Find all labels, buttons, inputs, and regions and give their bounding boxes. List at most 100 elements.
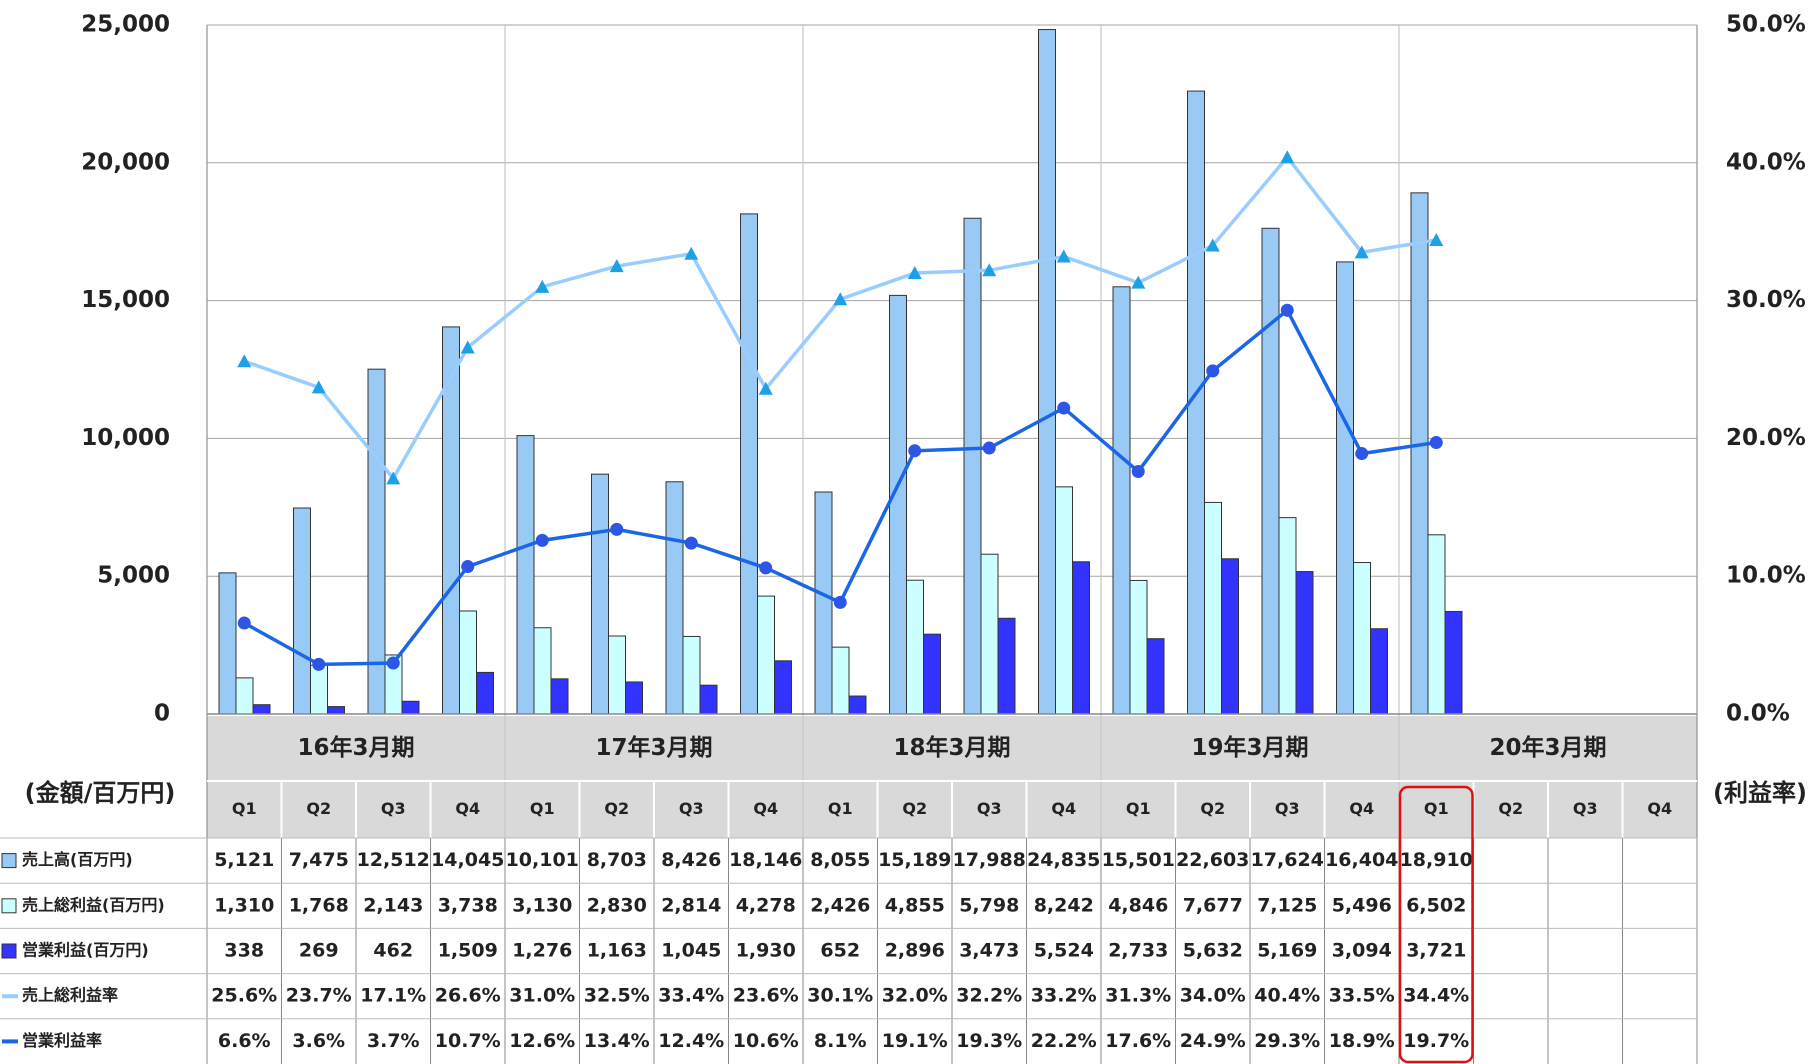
bar <box>740 213 758 715</box>
line-marker <box>1206 364 1220 378</box>
bar <box>252 704 271 715</box>
data-label: 1,045 <box>661 940 721 962</box>
data-label: 3,130 <box>512 894 572 916</box>
bar <box>1055 486 1073 715</box>
data-label: 338 <box>224 940 264 962</box>
line-marker <box>237 616 251 630</box>
bar <box>889 294 907 715</box>
x-tick-label: Q4 <box>753 799 778 818</box>
data-label: 2,426 <box>810 894 870 916</box>
data-label: 7,125 <box>1257 894 1317 916</box>
line-series <box>243 154 1437 482</box>
period-label: 19年3月期 <box>1191 734 1308 761</box>
y-axis-label: (金額/百万円) <box>25 779 176 807</box>
bar <box>1370 628 1388 715</box>
x-tick-label: Q3 <box>977 799 1002 818</box>
bar <box>1427 534 1446 715</box>
x-tick-label: Q3 <box>381 799 406 818</box>
data-label: 32.5% <box>584 985 650 1007</box>
x-tick-label: Q4 <box>455 799 480 818</box>
y2-tick-label: 0.0% <box>1726 701 1790 727</box>
data-label: 23.7% <box>286 985 352 1007</box>
y-tick-label: 10,000 <box>81 425 170 451</box>
line-marker <box>535 279 550 293</box>
data-label: 34.0% <box>1180 985 1246 1007</box>
line-marker <box>460 340 475 354</box>
line-marker <box>311 380 326 394</box>
bar <box>1112 286 1131 715</box>
data-label: 3,721 <box>1406 940 1466 962</box>
data-label: 12,512 <box>357 849 430 871</box>
x-tick-label: Q4 <box>1647 799 1672 818</box>
bar <box>1146 638 1165 715</box>
bar <box>997 617 1016 715</box>
bar <box>327 706 345 715</box>
line-marker <box>535 533 549 547</box>
data-label: 10,101 <box>506 849 579 871</box>
data-label: 462 <box>373 940 413 962</box>
y-tick-label: 25,000 <box>81 12 170 38</box>
data-label: 3,738 <box>438 894 498 916</box>
data-label: 3,473 <box>959 940 1019 962</box>
data-label: 652 <box>820 940 860 962</box>
data-label: 1,509 <box>438 940 498 962</box>
line-marker <box>1280 150 1295 164</box>
bar <box>1353 562 1371 715</box>
line-marker <box>1280 303 1294 317</box>
bar <box>1072 561 1090 715</box>
data-label: 12.4% <box>658 1030 724 1052</box>
data-label: 8,242 <box>1034 894 1094 916</box>
line-marker <box>1056 249 1071 263</box>
x-tick-label: Q2 <box>1200 799 1225 818</box>
line-marker <box>1429 436 1443 450</box>
line-marker <box>461 560 475 574</box>
data-label: 40.4% <box>1254 985 1320 1007</box>
data-label: 8.1% <box>814 1030 867 1052</box>
period-label: 16年3月期 <box>297 734 414 761</box>
bar <box>235 677 254 715</box>
x-tick-label: Q1 <box>1424 799 1449 818</box>
data-label: 7,475 <box>289 849 349 871</box>
line-marker <box>908 444 922 458</box>
data-label: 32.2% <box>956 985 1022 1007</box>
bar <box>906 579 924 715</box>
y2-tick-label: 10.0% <box>1726 563 1806 589</box>
data-label: 18,910 <box>1400 849 1473 871</box>
line-marker <box>759 561 773 575</box>
data-label: 15,501 <box>1102 849 1175 871</box>
line-marker <box>982 263 997 277</box>
x-tick-label: Q1 <box>530 799 555 818</box>
line-marker <box>684 536 698 550</box>
bar <box>608 635 626 715</box>
data-label: 18.9% <box>1329 1030 1395 1052</box>
bar <box>533 627 552 715</box>
x-tick-label: Q2 <box>306 799 331 818</box>
bar <box>814 491 833 715</box>
bar <box>699 684 718 715</box>
bar <box>218 572 237 715</box>
data-label: 4,846 <box>1108 894 1168 916</box>
data-label: 16,404 <box>1325 849 1398 871</box>
y2-axis-label: (利益率) <box>1713 779 1807 807</box>
period-label: 17年3月期 <box>595 734 712 761</box>
x-tick-label: Q1 <box>232 799 257 818</box>
data-label: 29.3% <box>1254 1030 1320 1052</box>
bar <box>1410 192 1429 715</box>
bar <box>682 635 701 715</box>
data-label: 14,045 <box>431 849 504 871</box>
legend-label: 売上総利益(百万円) <box>22 895 165 914</box>
bar <box>591 473 609 715</box>
data-label: 19.1% <box>882 1030 948 1052</box>
data-label: 19.7% <box>1403 1030 1469 1052</box>
legend-swatch <box>1 853 17 869</box>
data-label: 15,189 <box>878 849 951 871</box>
x-tick-label: Q3 <box>679 799 704 818</box>
period-label: 20年3月期 <box>1489 734 1606 761</box>
bar <box>1261 227 1280 715</box>
line-marker <box>386 656 400 670</box>
x-tick-label: Q4 <box>1051 799 1076 818</box>
data-label: 33.4% <box>658 985 724 1007</box>
x-tick-label: Q4 <box>1349 799 1374 818</box>
x-tick-label: Q1 <box>828 799 853 818</box>
